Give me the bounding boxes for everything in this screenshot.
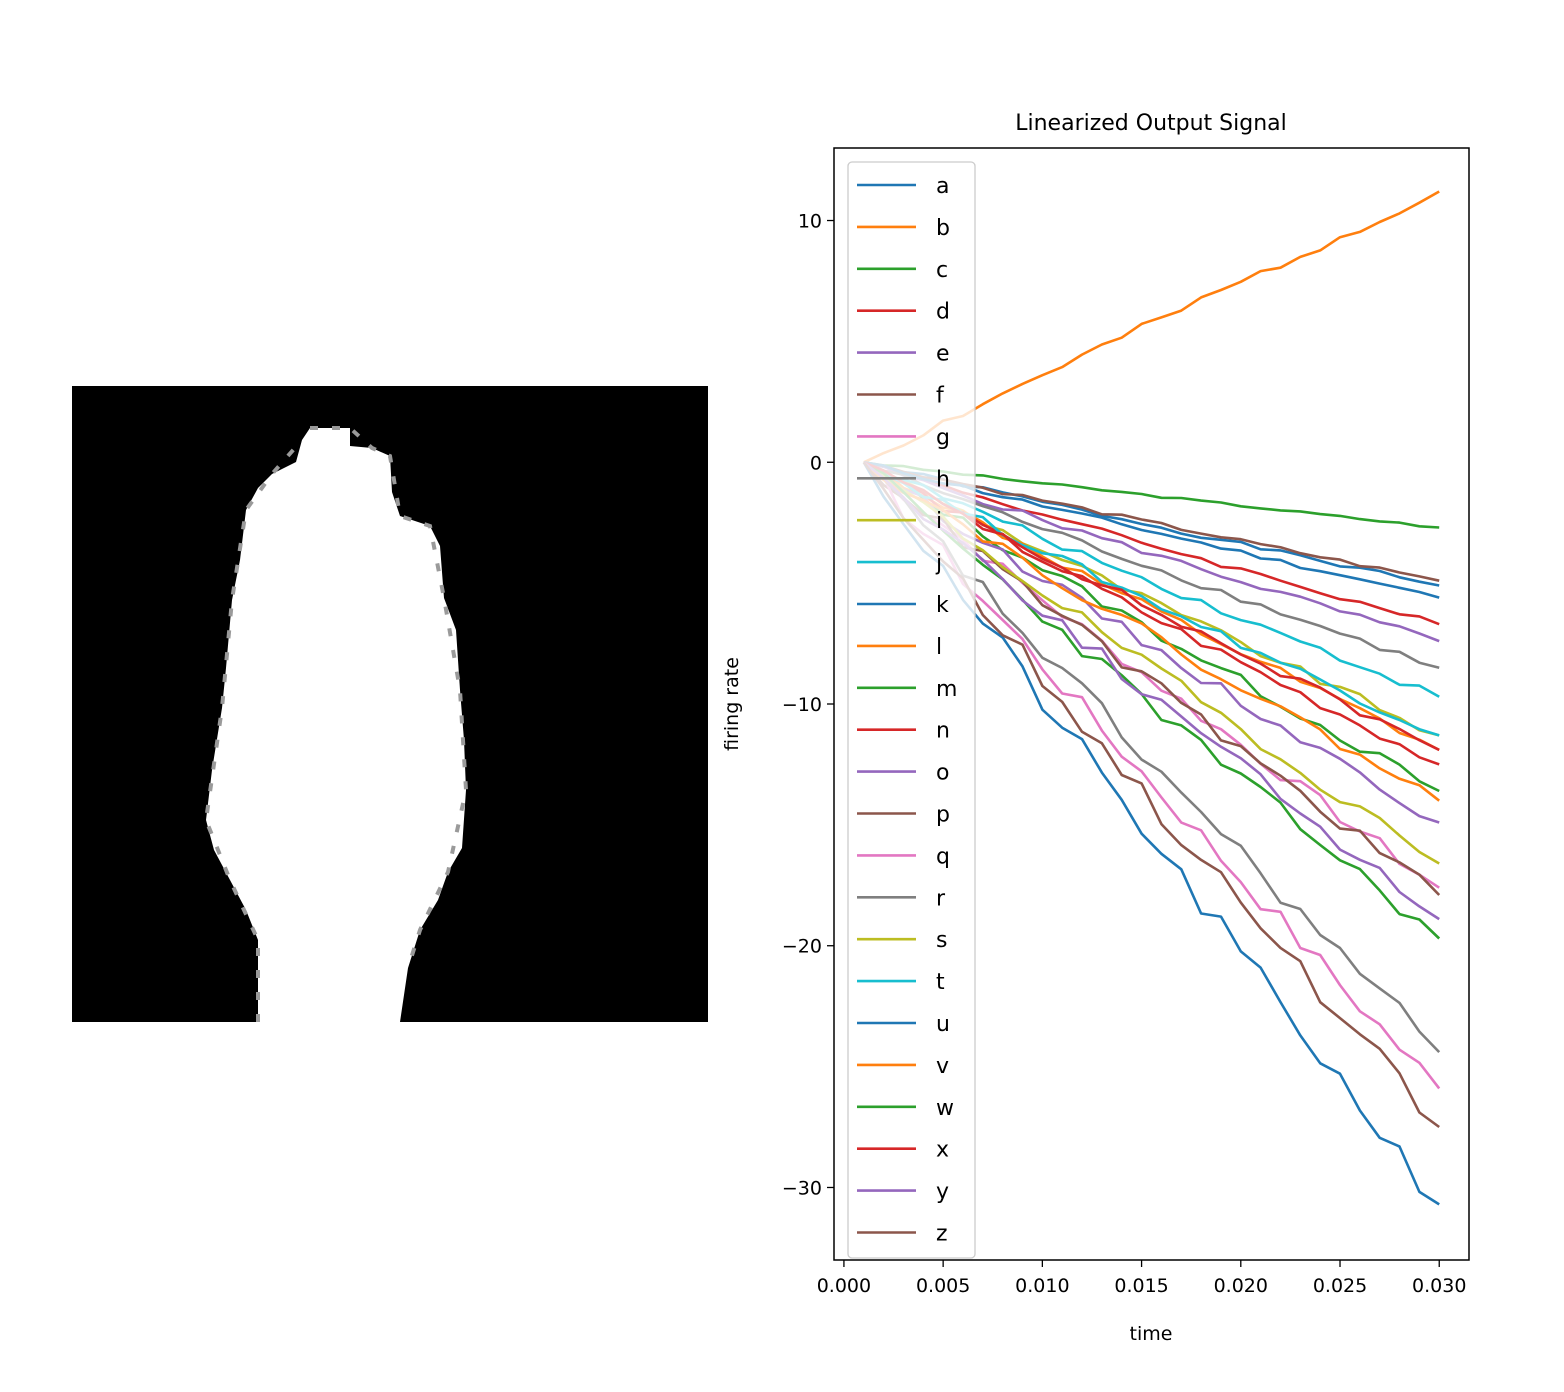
legend-label-b: b	[936, 216, 950, 241]
leaf-silhouette	[206, 428, 466, 1022]
y-tick-label: −30	[782, 1177, 822, 1199]
legend-label-v: v	[936, 1054, 949, 1079]
legend-label-c: c	[936, 258, 948, 283]
x-tick-label: 0.005	[916, 1275, 970, 1297]
legend-label-g: g	[936, 425, 950, 450]
legend-label-a: a	[936, 174, 949, 199]
legend-label-w: w	[936, 1096, 954, 1121]
y-axis-ticks: −30 −20 −10 0 10	[782, 211, 834, 1199]
y-tick-label: −20	[782, 936, 822, 958]
y-tick-label: 0	[810, 452, 822, 474]
legend-label-h: h	[936, 467, 950, 492]
legend-label-o: o	[936, 761, 949, 786]
leaf-edge-pixels	[203, 426, 469, 1022]
x-axis-label: time	[1130, 1323, 1173, 1345]
x-tick-label: 0.015	[1114, 1275, 1168, 1297]
x-tick-label: 0.020	[1214, 1275, 1268, 1297]
y-tick-label: 10	[798, 211, 822, 233]
legend-label-p: p	[936, 803, 950, 828]
legend-label-m: m	[936, 677, 957, 702]
legend-label-u: u	[936, 1012, 950, 1037]
legend-label-d: d	[936, 300, 950, 325]
legend-label-i: i	[936, 509, 942, 534]
legend-label-s: s	[936, 928, 947, 953]
chart-title: Linearized Output Signal	[1015, 111, 1287, 136]
legend-label-q: q	[936, 844, 950, 869]
x-tick-label: 0.030	[1412, 1275, 1466, 1297]
legend-label-f: f	[936, 384, 945, 409]
x-tick-label: 0.010	[1015, 1275, 1069, 1297]
legend-label-j: j	[935, 551, 942, 576]
x-axis-ticks: 0.000 0.005 0.010 0.015 0.020 0.025 0.030	[817, 1260, 1466, 1297]
legend-label-r: r	[936, 886, 946, 911]
legend-box	[847, 161, 976, 1259]
line-chart: Linearized Output Signal abcdefghijklmno…	[721, 111, 1470, 1345]
legend-label-e: e	[936, 342, 950, 367]
x-tick-label: 0.000	[817, 1275, 871, 1297]
legend-label-x: x	[936, 1138, 949, 1163]
y-axis-label: firing rate	[721, 657, 743, 751]
legend-label-t: t	[936, 970, 945, 995]
legend-label-n: n	[936, 719, 950, 744]
x-tick-label: 0.025	[1313, 1275, 1367, 1297]
legend-label-z: z	[936, 1222, 948, 1247]
legend-label-l: l	[936, 635, 942, 660]
legend-label-k: k	[936, 593, 949, 618]
legend-label-y: y	[936, 1180, 949, 1205]
silhouette-image	[72, 386, 708, 1022]
y-tick-label: −10	[782, 694, 822, 716]
